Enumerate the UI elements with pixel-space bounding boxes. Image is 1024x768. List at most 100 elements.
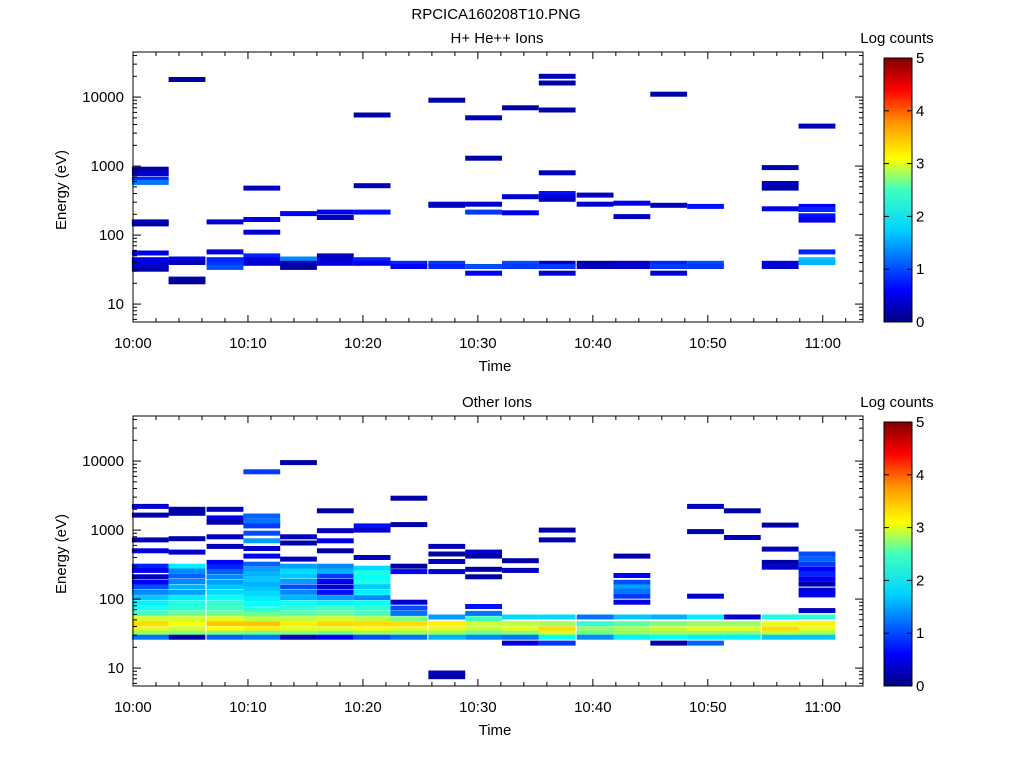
y-axis-label: Energy (eV)	[53, 150, 70, 230]
heatmap-cell	[206, 257, 244, 263]
heatmap-cell	[168, 626, 206, 632]
heatmap-cell	[280, 460, 317, 466]
heatmap-cell	[538, 634, 576, 640]
heatmap-cell	[798, 123, 836, 129]
heatmap-cell	[390, 630, 428, 636]
heatmap-cell	[428, 202, 466, 208]
colorbar-tick-label: 0	[916, 678, 924, 695]
heatmap-cell	[428, 559, 466, 564]
colorbar-ticks: 0 1 2 3 4 5	[884, 414, 924, 695]
panel-h-he-ions: H+ He++ Ions 10:00 10:10 10:20 10:30 10:40 10…	[53, 30, 934, 375]
heatmap-cell	[316, 610, 354, 616]
heatmap-cell	[131, 176, 169, 182]
y-tick-label: 1000	[91, 522, 124, 539]
heatmap-cell	[798, 576, 836, 582]
heatmap-cell	[798, 571, 836, 577]
heatmap-cell	[761, 559, 799, 565]
heatmap-cell	[798, 203, 836, 209]
heatmap-cell	[538, 640, 576, 646]
heatmap-cell	[465, 626, 502, 632]
heatmap-cell	[761, 546, 799, 552]
colorbar-tick-label: 2	[916, 208, 924, 225]
heatmap-cell	[576, 192, 614, 198]
heatmap-cell	[613, 634, 651, 640]
heatmap-cell	[798, 561, 836, 567]
colorbar-label: Log counts	[860, 30, 933, 47]
heatmap-cell	[131, 221, 169, 227]
heatmap-cell	[353, 610, 391, 616]
heatmap-cell	[798, 217, 836, 223]
heatmap-cell	[761, 260, 799, 266]
heatmap-cell	[723, 634, 761, 640]
x-tick-label: 10:10	[229, 699, 267, 716]
heatmap-cell	[206, 595, 244, 601]
heatmap-cell	[131, 595, 169, 601]
heatmap-cell	[316, 538, 354, 544]
heatmap-cell	[316, 621, 354, 627]
heatmap-cell	[353, 527, 391, 533]
heatmap-cell	[576, 264, 614, 269]
heatmap-cell	[206, 506, 244, 512]
heatmap-cell	[243, 566, 281, 572]
y-tick-label: 10	[107, 296, 124, 313]
heatmap-cell	[613, 260, 651, 266]
heatmap-cell	[650, 260, 688, 266]
heatmap-cell	[538, 194, 576, 200]
heatmap-cell	[613, 579, 651, 585]
colorbar-tick-label: 4	[916, 467, 924, 484]
heatmap-cell	[168, 506, 206, 512]
heatmap-cell	[428, 630, 466, 636]
heatmap-cell	[168, 276, 206, 282]
heatmap-cell	[353, 616, 391, 622]
heatmap-cell	[131, 610, 169, 616]
heatmap-cell	[465, 566, 502, 572]
heatmap-cell	[280, 621, 317, 627]
heatmap-cell	[206, 626, 244, 632]
heatmap-cell	[798, 626, 836, 632]
heatmap-cell	[538, 260, 576, 266]
heatmap-cell	[168, 610, 206, 616]
heatmap-cell	[280, 626, 317, 632]
heatmap-cell	[761, 181, 799, 186]
heatmap-cell	[353, 260, 391, 266]
heatmap-cell	[428, 634, 466, 640]
heatmap-cell	[168, 630, 206, 636]
heatmap-cell	[280, 256, 317, 262]
heatmap-cell	[390, 626, 428, 632]
heatmap-cell	[206, 600, 244, 606]
heatmap-cell	[613, 630, 651, 636]
heatmap-cell	[316, 630, 354, 636]
x-tick-label: 11:00	[805, 335, 841, 352]
heatmap-cell	[390, 260, 428, 266]
heatmap-cell	[465, 634, 502, 640]
heatmap-cell	[613, 264, 651, 269]
heatmap-cell	[428, 614, 466, 620]
heatmap-cell	[798, 630, 836, 636]
x-tick-label: 10:10	[229, 335, 267, 352]
heatmap-cell	[390, 264, 428, 269]
heatmap-cell	[316, 563, 354, 569]
heatmap-cell	[131, 166, 169, 172]
colorbar-label: Log counts	[860, 394, 933, 411]
heatmap-cell	[316, 600, 354, 606]
heatmap-cell	[798, 621, 836, 627]
heatmap-cell	[761, 564, 799, 570]
heatmap-cell	[576, 626, 614, 632]
heatmap-cell	[428, 674, 466, 680]
heatmap-cell	[428, 626, 466, 632]
heatmap-cell	[798, 249, 836, 255]
colorbar	[883, 57, 913, 323]
heatmap-cell	[465, 574, 502, 580]
heatmap-cell	[316, 616, 354, 622]
heatmap-cell	[465, 209, 502, 215]
heatmap-cell	[798, 634, 836, 640]
heatmap-cell	[168, 260, 206, 265]
heatmap-cell	[243, 601, 281, 607]
heatmap-cell	[502, 558, 539, 564]
heatmap-cell	[650, 626, 688, 632]
heatmap-cell	[353, 112, 391, 118]
heatmap-cell	[650, 270, 688, 276]
heatmap-cell	[131, 600, 169, 606]
heatmap-cell	[761, 626, 799, 632]
heatmap-cell	[206, 634, 244, 640]
